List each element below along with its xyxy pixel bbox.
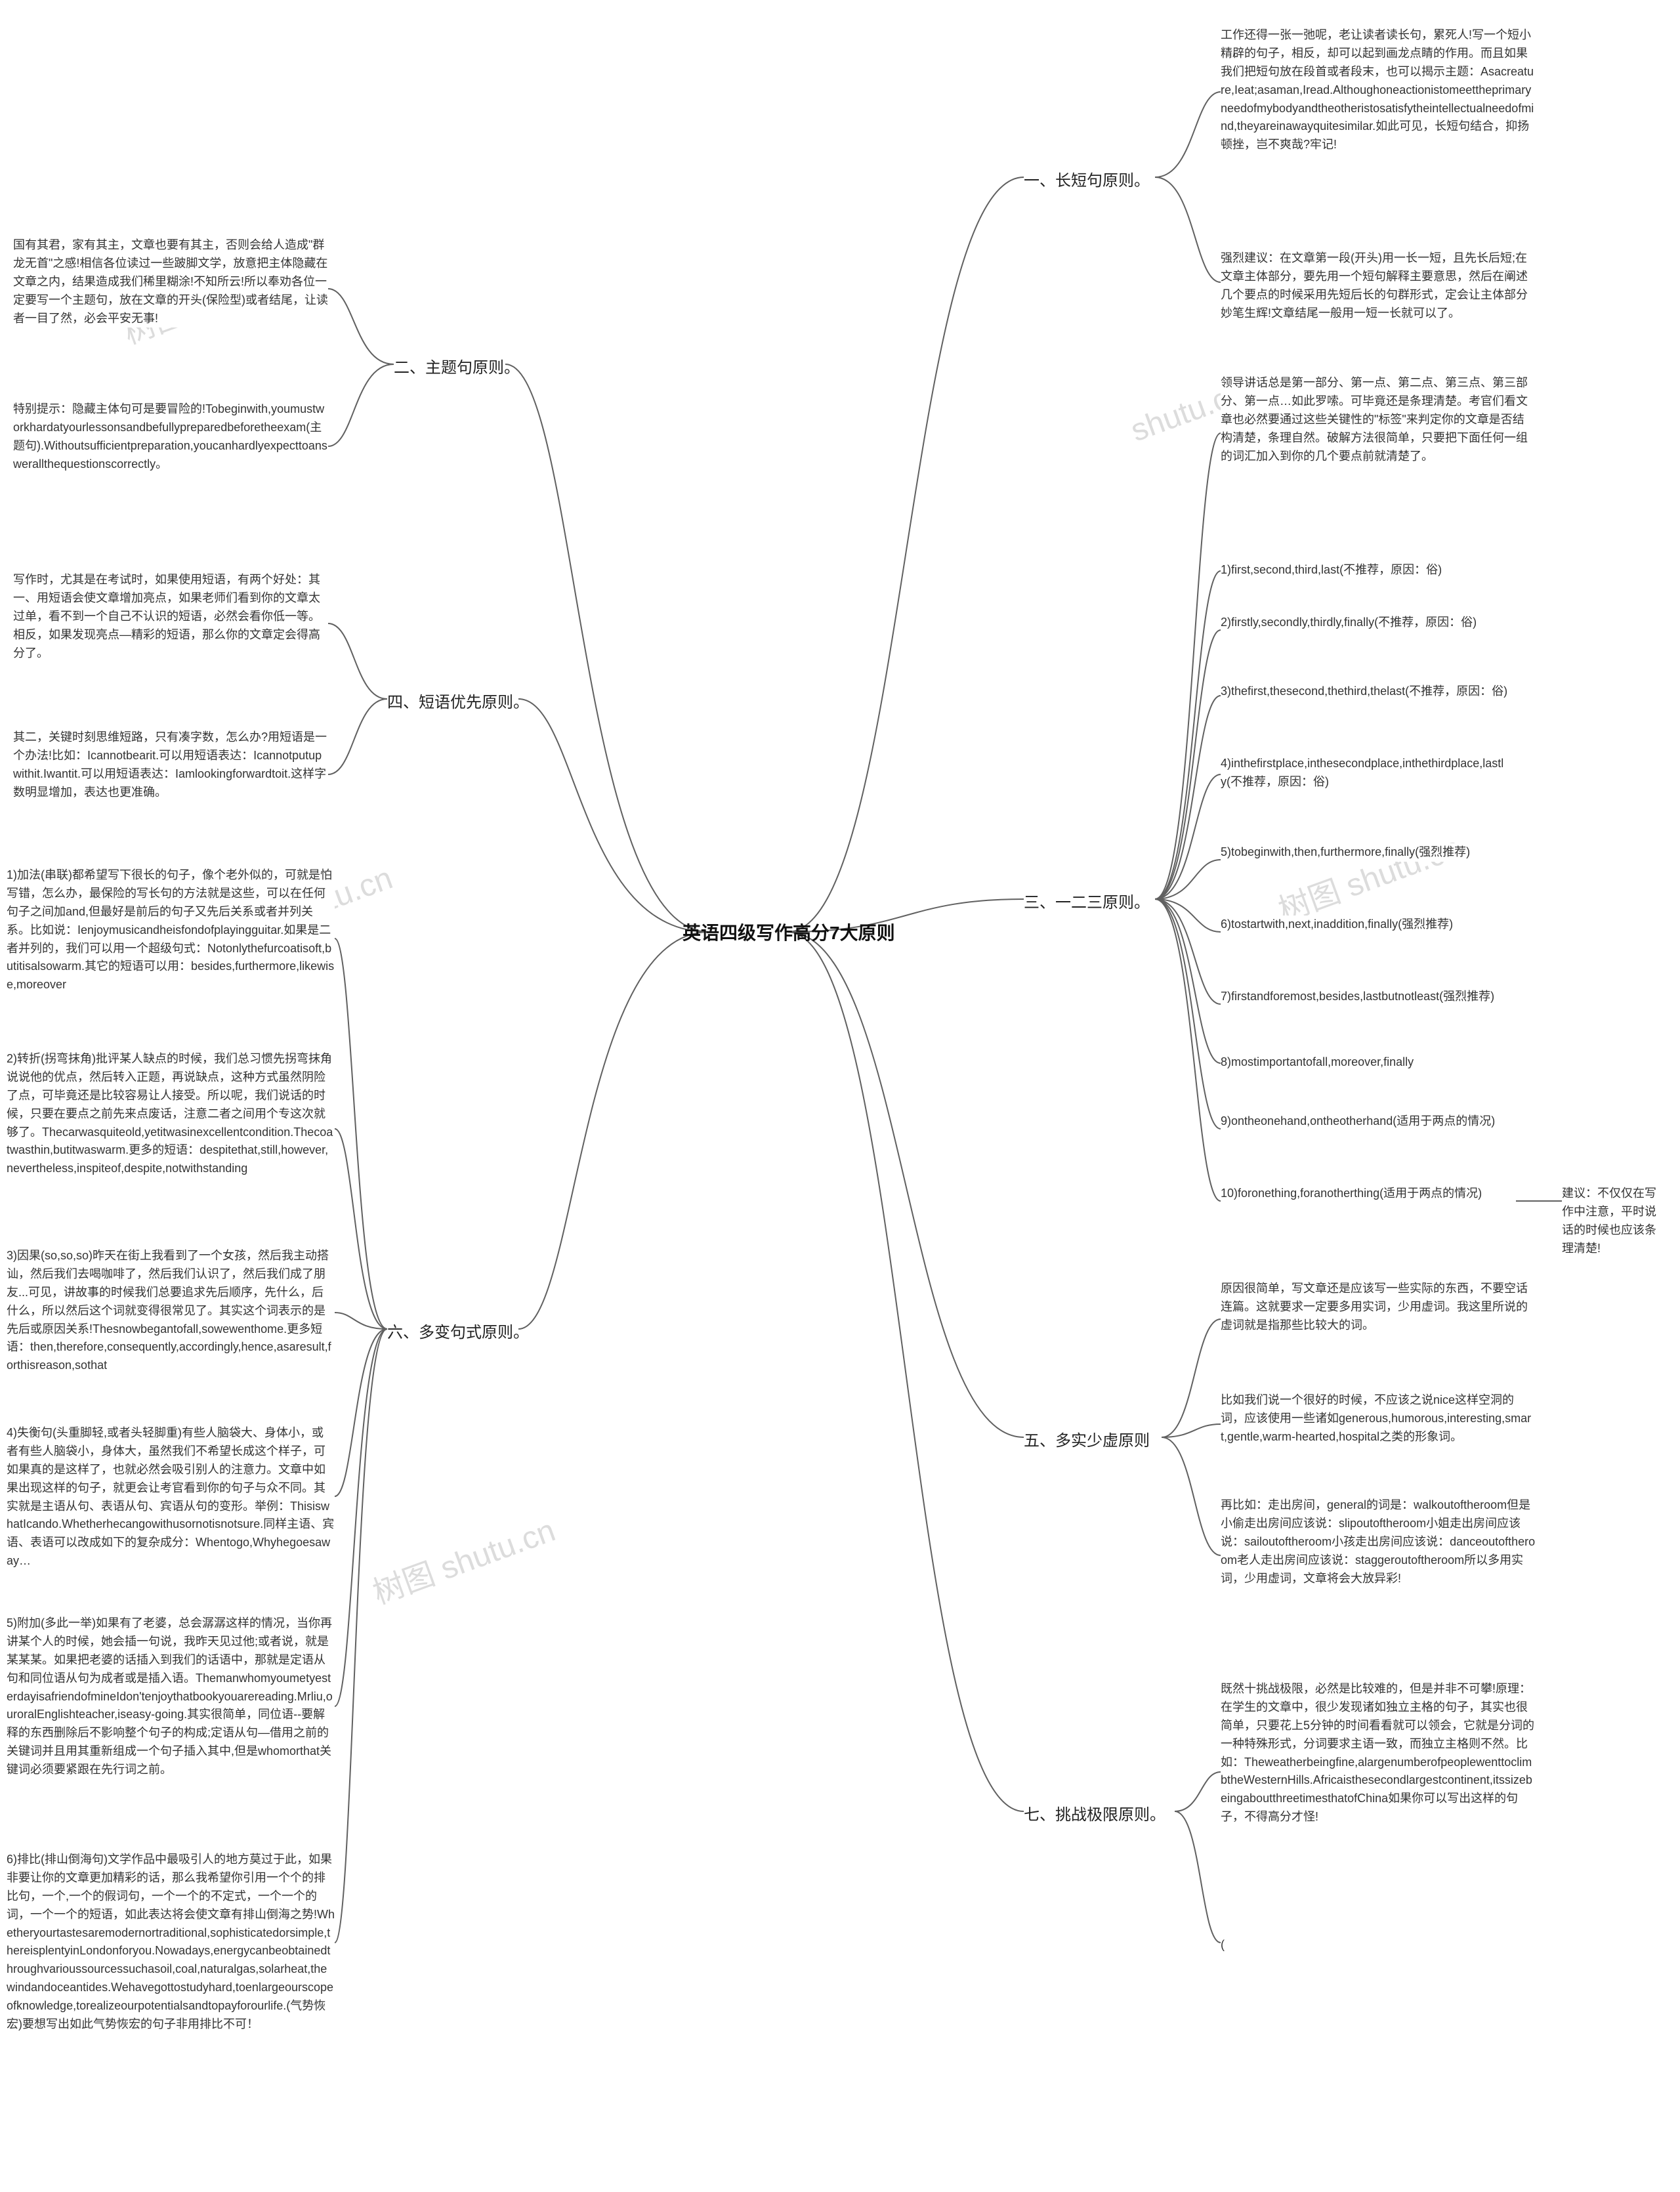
- leaf-6-2: 2)转折(拐弯抹角)批评某人缺点的时候，我们总习惯先拐弯抹角说说他的优点，然后转…: [7, 1050, 335, 1178]
- leaf-3-9: 9)ontheonehand,ontheotherhand(适用于两点的情况): [1221, 1112, 1509, 1131]
- leaf-4-1: 写作时，尤其是在考试时，如果使用短语，有两个好处：其一、用短语会使文章增加亮点，…: [13, 571, 328, 662]
- branch-4: 四、短语优先原则。: [387, 689, 529, 712]
- leaf-5-2: 比如我们说一个很好的时候，不应该之说nice这样空洞的词，应该使用一些诸如gen…: [1221, 1391, 1536, 1446]
- leaf-2-2: 特别提示：隐藏主体句可是要冒险的!Tobeginwith,youmustwork…: [13, 400, 328, 474]
- leaf-3-5: 5)tobeginwith,then,furthermore,finally(强…: [1221, 843, 1509, 862]
- leaf-3-10: 10)foronething,foranotherthing(适用于两点的情况): [1221, 1185, 1509, 1203]
- leaf-6-5: 5)附加(多此一举)如果有了老婆，总会潺潺这样的情况，当你再讲某个人的时候，她会…: [7, 1614, 335, 1779]
- branch-5: 五、多实少虚原则: [1024, 1427, 1150, 1450]
- leaf-3-4: 4)inthefirstplace,inthesecondplace,inthe…: [1221, 755, 1509, 791]
- branch-2: 二、主题句原则。: [394, 354, 520, 377]
- leaf-6-4: 4)失衡句(头重脚轻,或者头轻脚重)有些人脑袋大、身体小，或者有些人脑袋小，身体…: [7, 1424, 335, 1570]
- branch-7: 七、挑战极限原则。: [1024, 1802, 1166, 1824]
- leaf-2-1: 国有其君，家有其主，文章也要有其主，否则会给人造成"群龙无首"之感!相信各位读过…: [13, 236, 328, 327]
- watermark: 树图 shutu.cn: [366, 1504, 560, 1612]
- leaf-7-2: (: [1221, 1936, 1247, 1954]
- leaf-7-1: 既然十挑战极限，必然是比较难的，但是并非不可攀!原理：在学生的文章中，很少发现诸…: [1221, 1680, 1536, 1826]
- branch-6: 六、多变句式原则。: [387, 1319, 529, 1342]
- leaf-6-1: 1)加法(串联)都希望写下很长的句子，像个老外似的，可就是怕写错，怎么办，最保险…: [7, 866, 335, 994]
- leaf-6-3: 3)因果(so,so,so)昨天在街上我看到了一个女孩，然后我主动搭讪，然后我们…: [7, 1247, 335, 1375]
- leaf-5-1: 原因很简单，写文章还是应该写一些实际的东西，不要空话连篇。这就要求一定要多用实词…: [1221, 1280, 1536, 1335]
- branch-3: 三、一二三原则。: [1024, 889, 1150, 912]
- leaf-4-2: 其二，关键时刻思维短路，只有凑字数，怎么办?用短语是一个办法!比如：Icanno…: [13, 728, 328, 802]
- leaf-3-10-sub: 建议：不仅仅在写作中注意，平时说话的时候也应该条理清楚!: [1562, 1185, 1667, 1258]
- watermark: 树图 shutu.cn: [1271, 822, 1466, 930]
- leaf-1-1: 工作还得一张一弛呢，老让读者读长句，累死人!写一个短小精辟的句子，相反，却可以起…: [1221, 26, 1536, 154]
- leaf-5-3: 再比如：走出房间，general的词是：walkoutoftheroom但是小偷…: [1221, 1496, 1536, 1588]
- leaf-3-1: 1)first,second,third,last(不推荐，原因：俗): [1221, 561, 1509, 580]
- leaf-3-8: 8)mostimportantofall,moreover,finally: [1221, 1053, 1509, 1072]
- leaf-3-7: 7)firstandforemost,besides,lastbutnotlea…: [1221, 988, 1509, 1006]
- branch-1: 一、长短句原则。: [1024, 167, 1150, 190]
- center-topic: 英语四级写作高分7大原则: [682, 919, 895, 945]
- leaf-6-6: 6)排比(排山倒海句)文学作品中最吸引人的地方莫过于此，如果非要让你的文章更加精…: [7, 1851, 335, 2034]
- leaf-3-3: 3)thefirst,thesecond,thethird,thelast(不推…: [1221, 683, 1509, 701]
- leaf-1-2: 强烈建议：在文章第一段(开头)用一长一短，且先长后短;在文章主体部分，要先用一个…: [1221, 249, 1536, 323]
- leaf-3-intro: 领导讲话总是第一部分、第一点、第二点、第三点、第三部分、第一点…如此罗嗦。可毕竟…: [1221, 374, 1536, 465]
- leaf-3-6: 6)tostartwith,next,inaddition,finally(强烈…: [1221, 916, 1509, 934]
- leaf-3-2: 2)firstly,secondly,thirdly,finally(不推荐，原…: [1221, 614, 1509, 632]
